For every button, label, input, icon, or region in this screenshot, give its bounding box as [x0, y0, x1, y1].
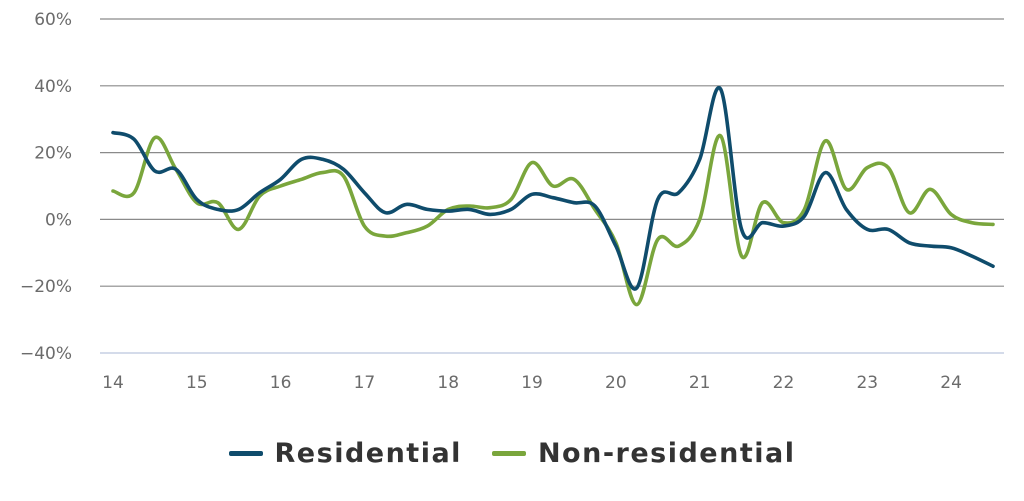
legend-label-non-residential: Non-residential — [537, 437, 796, 469]
series-lines — [111, 85, 995, 307]
x-tick-label: 23 — [856, 373, 878, 393]
legend-swatch-residential — [228, 450, 263, 456]
x-axis-ticks: 14 15 16 17 18 19 20 21 22 23 24 — [102, 373, 962, 393]
series-line-residential — [111, 85, 995, 291]
legend: Residential Non-residential — [0, 428, 1024, 478]
y-axis-ticks: −40% −20% 0% 20% 40% 60% — [20, 10, 72, 364]
legend-label-residential: Residential — [274, 437, 462, 469]
line-chart: −40% −20% 0% 20% 40% 60% 14 15 16 17 18 19 20 21 22 23… — [20, 10, 1004, 393]
legend-swatch-non-residential — [491, 450, 526, 456]
x-tick-label: 18 — [437, 373, 459, 393]
x-tick-label: 19 — [521, 373, 543, 393]
y-tick-label: 20% — [34, 144, 72, 164]
grid-lines — [100, 18, 1004, 354]
y-tick-label: −20% — [20, 277, 72, 297]
x-tick-label: 22 — [773, 373, 795, 393]
x-tick-label: 21 — [689, 373, 711, 393]
legend-item-non-residential: Non-residential — [491, 437, 796, 469]
x-tick-label: 20 — [605, 373, 627, 393]
y-tick-label: 40% — [34, 77, 72, 97]
y-tick-label: 0% — [45, 210, 72, 230]
y-tick-label: −40% — [20, 344, 72, 364]
series-line-non-residential — [111, 134, 995, 307]
legend-item-residential: Residential — [228, 437, 462, 469]
x-tick-label: 16 — [270, 373, 292, 393]
y-tick-label: 60% — [34, 10, 72, 30]
x-tick-label: 17 — [354, 373, 376, 393]
x-tick-label: 14 — [102, 373, 124, 393]
x-tick-label: 15 — [186, 373, 208, 393]
x-tick-label: 24 — [940, 373, 962, 393]
